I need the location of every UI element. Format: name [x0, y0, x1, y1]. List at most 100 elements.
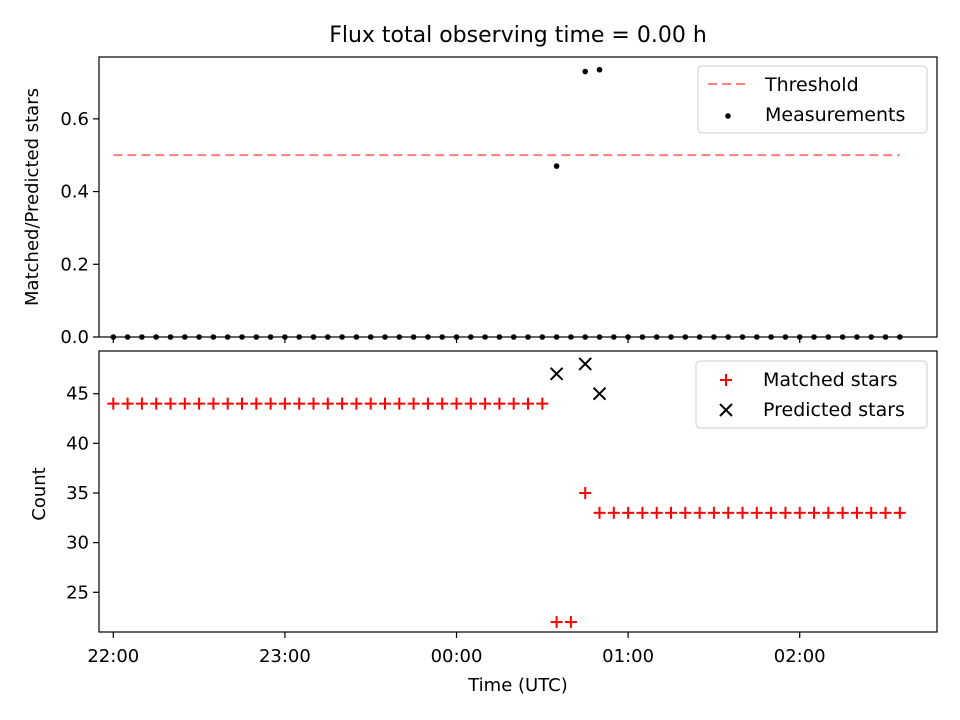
measurement-point: [639, 334, 646, 340]
matched-star-point: [150, 397, 163, 410]
bottom-x-ticks: 22:00 23:00 00:00 01:00 02:00: [87, 632, 826, 667]
matched-star-point: [135, 397, 148, 410]
matched-star-point: [865, 506, 878, 519]
legend-matched-swatch: [720, 374, 732, 386]
measurement-point: [367, 334, 374, 340]
bottom-y-ticks: 25 30 35 40 45: [66, 384, 99, 603]
matched-star-point: [579, 486, 592, 499]
matched-star-point: [121, 397, 134, 410]
measurement-point: [854, 334, 860, 340]
matched-star-point: [750, 506, 763, 519]
matched-star-point: [736, 506, 749, 519]
matched-star-point: [307, 397, 320, 410]
matched-star-point: [421, 397, 434, 410]
matched-star-point: [522, 397, 535, 410]
top-y-tick-label: 0.2: [60, 254, 89, 275]
measurement-point: [897, 334, 903, 340]
measurement-point: [696, 334, 703, 340]
matched-star-point: [207, 397, 220, 410]
measurement-point: [868, 334, 875, 340]
matched-star-point: [407, 397, 420, 410]
measurement-point: [782, 334, 789, 340]
measurement-point: [239, 334, 245, 340]
matched-star-point: [264, 397, 277, 410]
legend-predicted-swatch: [719, 403, 733, 417]
measurement-point: [325, 334, 331, 340]
matched-star-point: [536, 397, 549, 410]
matched-star-point: [493, 397, 506, 410]
measurement-point: [625, 334, 631, 340]
measurement-point: [811, 334, 817, 340]
measurement-point: [339, 334, 345, 340]
bottom-legend: Matched stars Predicted stars: [695, 360, 928, 429]
measurement-point: [482, 334, 488, 340]
predicted-star-point: [549, 367, 564, 381]
measurement-point: [110, 334, 117, 340]
measurement-point: [468, 334, 474, 340]
measurement-point: [839, 334, 846, 340]
measurement-point: [182, 334, 188, 340]
matched-star-point: [765, 506, 778, 519]
measurement-point: [196, 334, 202, 340]
matched-star-point: [693, 506, 706, 519]
measurement-point: [539, 334, 546, 340]
measurement-point: [124, 334, 131, 340]
measurement-point: [167, 334, 174, 340]
x-axis-label: Time (UTC): [467, 675, 568, 696]
measurement-point: [224, 334, 231, 340]
measurement-point: [253, 334, 260, 340]
measurement-point: [553, 163, 560, 169]
measurement-point: [882, 334, 889, 340]
matched-star-point: [221, 397, 234, 410]
x-tick-label: 22:00: [87, 646, 139, 667]
matched-star-point: [822, 506, 835, 519]
matched-star-point: [679, 506, 692, 519]
measurement-point: [739, 334, 746, 340]
measurement-point: [668, 334, 674, 340]
measurement-point: [382, 334, 388, 340]
matched-star-point: [793, 506, 806, 519]
measurement-point: [396, 334, 403, 340]
x-tick-label: 00:00: [431, 646, 483, 667]
top-legend-box: [697, 65, 928, 134]
legend-predicted-label: Predicted stars: [763, 399, 905, 421]
measurement-point: [768, 334, 774, 340]
matched-star-point: [808, 506, 821, 519]
matched-star-point: [250, 397, 263, 410]
legend-threshold-label: Threshold: [764, 74, 859, 96]
measurement-point: [725, 334, 732, 340]
matched-star-point: [464, 397, 477, 410]
matched-star-point: [622, 506, 635, 519]
bottom-y-axis-label: Count: [29, 467, 50, 520]
measurement-point: [296, 334, 303, 340]
bottom-y-tick-label: 35: [66, 483, 89, 504]
x-tick-label: 01:00: [602, 646, 654, 667]
measurement-point: [796, 334, 803, 340]
matched-star-point: [850, 506, 863, 519]
legend-matched-label: Matched stars: [763, 369, 897, 391]
measurement-point: [353, 334, 360, 340]
matched-star-point: [379, 397, 392, 410]
measurement-point: [439, 334, 446, 340]
top-y-axis-label: Matched/Predicted stars: [22, 88, 43, 306]
x-tick-label: 02:00: [774, 646, 826, 667]
top-panel-frame: [98, 56, 938, 338]
measurement-point: [425, 334, 431, 340]
measurement-point: [582, 334, 589, 340]
measurement-point: [282, 334, 288, 340]
matched-star-point: [564, 616, 577, 629]
matched-star-point: [450, 397, 463, 410]
legend-measurements-swatch: [725, 113, 731, 119]
matched-star-point: [178, 397, 191, 410]
matched-star-point: [193, 397, 206, 410]
predicted-star-point: [578, 357, 592, 371]
measurement-point: [525, 334, 531, 340]
measurement-point: [596, 334, 603, 340]
predicted-star-point: [592, 386, 607, 401]
bottom-y-tick-label: 40: [66, 433, 89, 454]
matched-star-point: [393, 397, 406, 410]
matched-star-point: [507, 397, 520, 410]
measurement-point: [611, 334, 617, 340]
measurement-point: [410, 334, 417, 340]
